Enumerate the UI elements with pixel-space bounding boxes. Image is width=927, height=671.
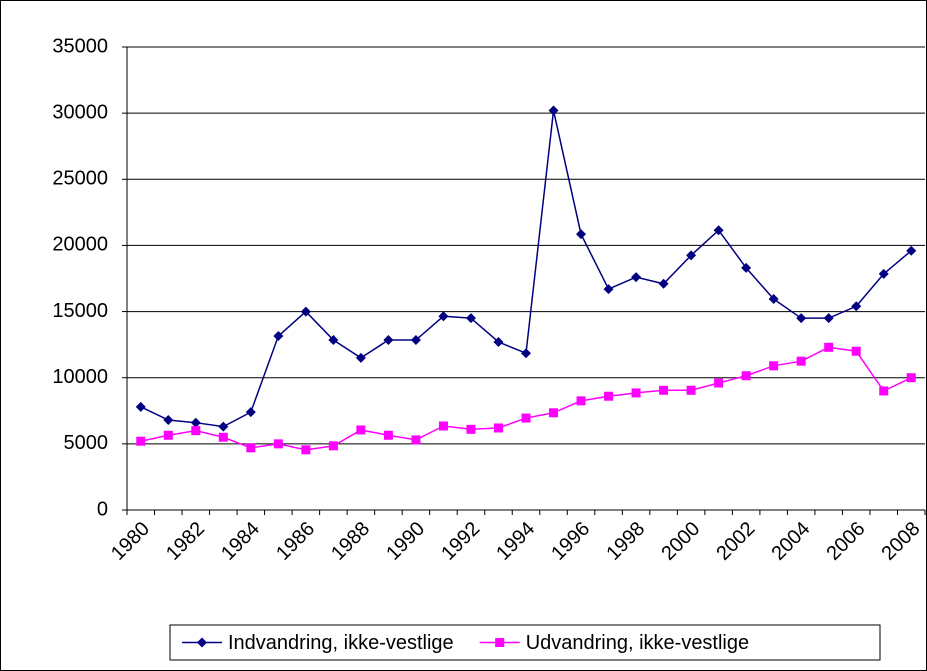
legend-marker [197, 637, 207, 648]
data-point [328, 335, 339, 346]
data-point [768, 294, 779, 305]
data-point [878, 268, 889, 279]
legend: Indvandring, ikke-vestlige Udvandring, ik… [169, 624, 881, 661]
data-point [410, 335, 421, 346]
legend-marker [495, 638, 505, 647]
data-point [713, 225, 724, 236]
data-point [163, 415, 174, 426]
y-tick-label: 5000 [64, 432, 109, 454]
legend-label: Indvandring, ikke-vestlige [228, 632, 454, 654]
data-point [245, 407, 256, 418]
data-point [549, 408, 559, 418]
data-point [493, 423, 503, 433]
y-tick-label: 30000 [52, 101, 108, 123]
data-point [686, 385, 696, 395]
data-point [163, 430, 173, 440]
data-point [824, 342, 834, 352]
data-point [906, 373, 916, 383]
data-point [136, 436, 146, 446]
y-tick-label: 25000 [52, 168, 108, 190]
data-point [218, 421, 229, 432]
data-point [411, 435, 421, 445]
data-point [356, 425, 366, 435]
data-point [438, 421, 448, 431]
legend-label: Udvandring, ikke-vestlige [526, 632, 749, 654]
data-point [191, 426, 201, 436]
data-point [741, 262, 752, 273]
data-point [823, 313, 834, 324]
data-point [769, 361, 779, 371]
data-point [273, 331, 284, 342]
data-point [218, 432, 228, 442]
data-point [603, 284, 614, 295]
data-point [190, 417, 201, 428]
data-point [246, 443, 256, 453]
data-point [631, 272, 642, 283]
y-tick-label: 10000 [52, 366, 108, 388]
data-point [796, 356, 806, 366]
data-point [383, 335, 394, 346]
data-point [135, 401, 146, 412]
y-tick-label: 15000 [52, 300, 108, 322]
data-point [741, 371, 751, 381]
data-point [658, 278, 669, 289]
data-point [576, 229, 587, 240]
data-point [906, 245, 917, 256]
data-point [466, 424, 476, 434]
data-point [659, 385, 669, 395]
data-point [686, 250, 697, 261]
data-point [383, 430, 393, 440]
data-point [438, 311, 449, 322]
y-tick-label: 20000 [52, 234, 108, 256]
data-point [604, 391, 614, 401]
data-point [300, 306, 311, 317]
data-point [355, 352, 366, 363]
legend-box [169, 624, 881, 661]
y-tick-label: 0 [97, 498, 108, 520]
data-point [631, 388, 641, 398]
y-tick-label: 35000 [52, 35, 108, 57]
data-point [328, 441, 338, 451]
data-point [273, 439, 283, 449]
data-point [465, 313, 476, 324]
data-point [851, 346, 861, 356]
data-point [493, 336, 504, 347]
data-point [879, 386, 889, 396]
data-point [714, 378, 724, 388]
data-point [301, 445, 311, 455]
data-point [521, 348, 531, 359]
data-point [796, 313, 807, 324]
data-point [576, 396, 586, 406]
data-point [851, 301, 862, 312]
data-point [548, 105, 559, 116]
data-point [521, 413, 531, 423]
